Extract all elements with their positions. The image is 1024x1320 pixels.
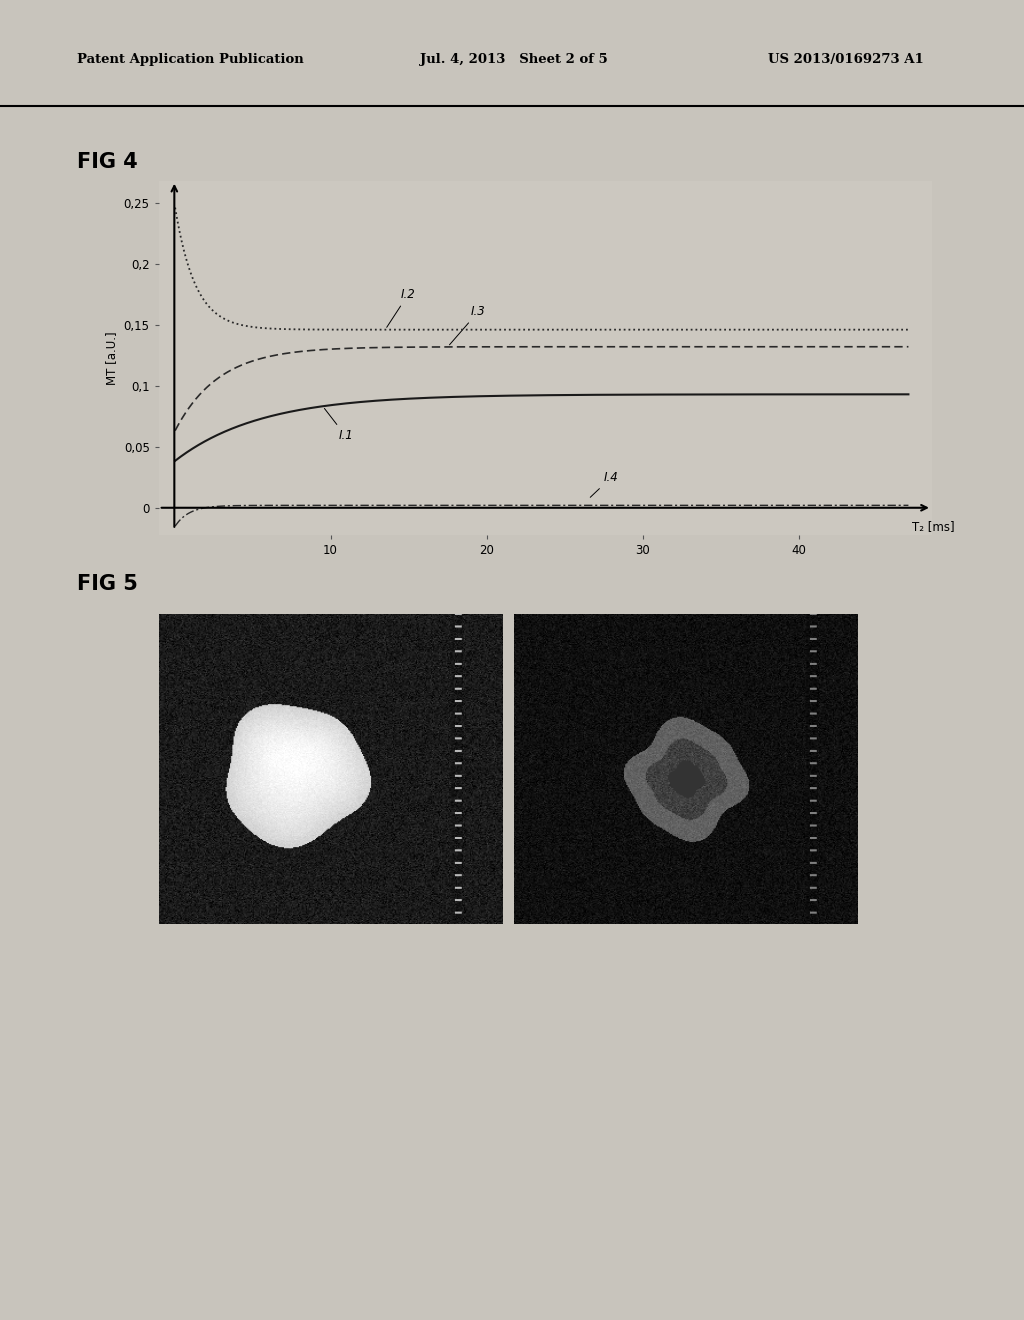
Text: I.2: I.2 <box>387 288 416 327</box>
Y-axis label: MT [a.U.]: MT [a.U.] <box>105 331 118 384</box>
Text: FIG 4: FIG 4 <box>77 152 137 172</box>
Text: T₂ [ms]: T₂ [ms] <box>911 520 954 533</box>
Text: Jul. 4, 2013   Sheet 2 of 5: Jul. 4, 2013 Sheet 2 of 5 <box>420 53 607 66</box>
Text: I.1: I.1 <box>325 408 353 442</box>
Text: FIG 5: FIG 5 <box>77 574 137 594</box>
Text: Patent Application Publication: Patent Application Publication <box>77 53 303 66</box>
Text: I.4: I.4 <box>590 471 618 498</box>
Text: US 2013/0169273 A1: US 2013/0169273 A1 <box>768 53 924 66</box>
Text: I.3: I.3 <box>450 305 485 345</box>
